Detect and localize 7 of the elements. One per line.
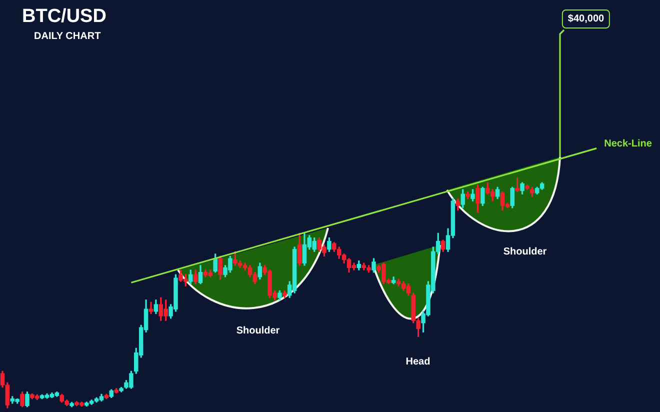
chart-title: BTC/USD [22,6,106,28]
annotation: Shoulder [236,326,280,336]
text: $40,000 [562,10,610,28]
annotation: Head [406,356,430,368]
annotation: Shoulder [503,246,547,258]
text: Neck-Line [604,138,652,150]
chart-subtitle: DAILY CHART [34,31,101,42]
